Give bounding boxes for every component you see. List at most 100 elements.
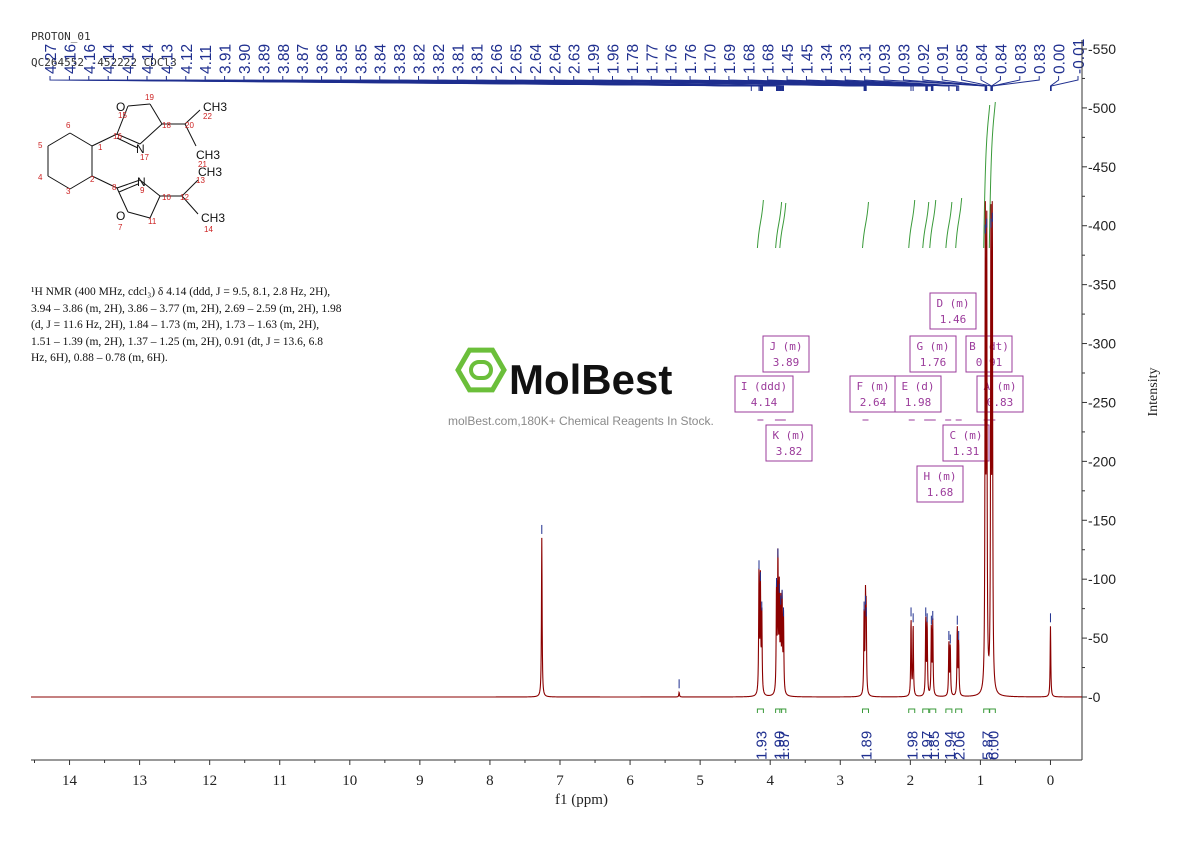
y-tick-label: -50 bbox=[1088, 630, 1108, 646]
multiplet-type: G (m) bbox=[916, 340, 949, 353]
peak-label-connector bbox=[825, 76, 958, 91]
multiplet-type: J (m) bbox=[769, 340, 802, 353]
atom-number: 5 bbox=[38, 141, 43, 150]
multiplet-box bbox=[762, 335, 810, 373]
y-tick-label: -500 bbox=[1088, 100, 1116, 116]
peak-label: 1.78 bbox=[625, 44, 642, 74]
integral-bracket bbox=[929, 708, 937, 713]
integral-value: 1.85 bbox=[926, 731, 943, 760]
bond bbox=[91, 133, 118, 147]
experiment-name: PROTON_01 bbox=[31, 30, 91, 43]
multiplet-shift: 2.64 bbox=[860, 396, 887, 409]
multiplet-box bbox=[849, 375, 897, 413]
integral-curve bbox=[779, 202, 787, 249]
description-line: ¹H NMR (400 MHz, cdcl₃) δ 4.14 (ddd, J =… bbox=[31, 286, 331, 298]
peak-label: 1.99 bbox=[586, 44, 603, 74]
integral-bracket bbox=[983, 708, 991, 713]
peak-label: 1.31 bbox=[858, 44, 875, 74]
peak-label: 1.77 bbox=[644, 44, 661, 74]
peak-label: 0.84 bbox=[993, 43, 1010, 74]
integral-value: 1.90 bbox=[772, 731, 789, 760]
integral-value: 1.89 bbox=[858, 731, 875, 760]
bond bbox=[184, 123, 197, 147]
integral-value: 1.94 bbox=[942, 731, 959, 760]
peak-label-connector bbox=[1050, 76, 1060, 91]
multiplet-type: F (m) bbox=[856, 380, 889, 393]
atom-number: 7 bbox=[118, 223, 123, 232]
multiplet-box bbox=[942, 424, 990, 462]
description-line: (d, J = 11.6 Hz, 2H), 1.84 – 1.73 (m, 2H… bbox=[31, 319, 320, 331]
atom-number: 21 bbox=[198, 160, 207, 169]
bond bbox=[116, 105, 129, 135]
description-line: 3.94 – 3.86 (m, 2H), 3.86 – 3.77 (m, 2H)… bbox=[31, 302, 342, 315]
peak-label: 3.82 bbox=[431, 44, 448, 74]
x-tick-label: 14 bbox=[62, 773, 78, 789]
atom-symbol: CH3 bbox=[201, 211, 225, 225]
x-tick-label: 1 bbox=[977, 773, 985, 789]
integral-value: 1.93 bbox=[753, 731, 770, 760]
peak-label: 3.81 bbox=[470, 44, 487, 74]
peak-label: 1.68 bbox=[761, 44, 778, 74]
multiplet-type: E (d) bbox=[901, 380, 934, 393]
integral-curve bbox=[756, 199, 764, 249]
peak-label-connector bbox=[844, 76, 958, 91]
atom-number: 8 bbox=[112, 183, 117, 192]
peak-label: 3.91 bbox=[218, 44, 235, 74]
peak-label: 1.33 bbox=[838, 44, 855, 74]
integral-curve bbox=[922, 201, 930, 249]
atom-symbol: N bbox=[137, 175, 146, 189]
peak-label: 1.34 bbox=[819, 43, 836, 74]
atom-symbol: N bbox=[136, 142, 145, 156]
multiplet-box bbox=[734, 375, 794, 413]
sample-name: QC264552 -452222 CDCl3 bbox=[31, 56, 177, 69]
atom-number: 10 bbox=[162, 193, 171, 202]
peak-label: 0.91 bbox=[935, 44, 952, 74]
atom-number: 2 bbox=[90, 175, 95, 184]
integral-value: 1.98 bbox=[905, 731, 922, 760]
integral-layer: 1.93 1.901.87 1.89 1.981.971.85 1.942.06 5.87… bbox=[753, 101, 1002, 760]
axes-layer: 14 13 12 11 10 9 8 7 6 5 4 3 2 1 0-0-50-100-150-200-25… bbox=[31, 40, 1161, 808]
peak-label: 4.14 bbox=[140, 43, 157, 74]
spectrum-layer bbox=[31, 201, 1082, 698]
peak-label-connector bbox=[991, 76, 1001, 91]
bond bbox=[116, 133, 141, 145]
integral-curve bbox=[988, 101, 996, 249]
multiplet-shift: 3.82 bbox=[776, 445, 803, 458]
atom-number: 4 bbox=[38, 173, 43, 182]
multiplet-shift: 1.76 bbox=[920, 356, 947, 369]
bond bbox=[181, 179, 199, 197]
bond bbox=[149, 195, 161, 219]
multiplet-layer: J (m) 3.89 I (ddd) 4.14 K (m) 3.82 F (m) 2.64 E … bbox=[734, 292, 1024, 503]
peak-label: 2.66 bbox=[489, 44, 506, 74]
atom-symbol: O bbox=[116, 100, 125, 114]
atom-number: 15 bbox=[118, 111, 127, 120]
multiplet-type: B (dt) bbox=[969, 340, 1009, 353]
x-tick-label: 10 bbox=[342, 773, 357, 789]
multiplet-shift: 0.91 bbox=[976, 356, 1003, 369]
bond bbox=[139, 123, 163, 145]
integral-bracket bbox=[945, 708, 953, 713]
integral-curve bbox=[908, 199, 916, 249]
peak-label-connector bbox=[476, 76, 784, 91]
multiplet-box bbox=[765, 424, 813, 462]
y-tick-label: -100 bbox=[1088, 571, 1116, 587]
peak-label: 0.93 bbox=[877, 44, 894, 74]
peak-label-connector bbox=[767, 76, 934, 91]
atom-number: 14 bbox=[204, 225, 213, 234]
multiplet-box bbox=[916, 465, 964, 503]
multiplet-shift: 3.89 bbox=[773, 356, 800, 369]
atom-number: 12 bbox=[180, 193, 189, 202]
atom-number: 3 bbox=[66, 187, 71, 196]
x-tick-label: 6 bbox=[626, 773, 634, 789]
bond bbox=[127, 103, 151, 107]
peak-label: 1.45 bbox=[799, 44, 816, 74]
multiplet-type: D (m) bbox=[936, 297, 969, 310]
multiplet-type: C (m) bbox=[949, 429, 982, 442]
spectrum-trace bbox=[31, 201, 1082, 698]
peak-label-connector bbox=[573, 76, 867, 91]
peak-label: 3.84 bbox=[373, 43, 390, 74]
x-tick-label: 7 bbox=[556, 773, 564, 789]
integral-value: 5.87 bbox=[980, 731, 997, 760]
